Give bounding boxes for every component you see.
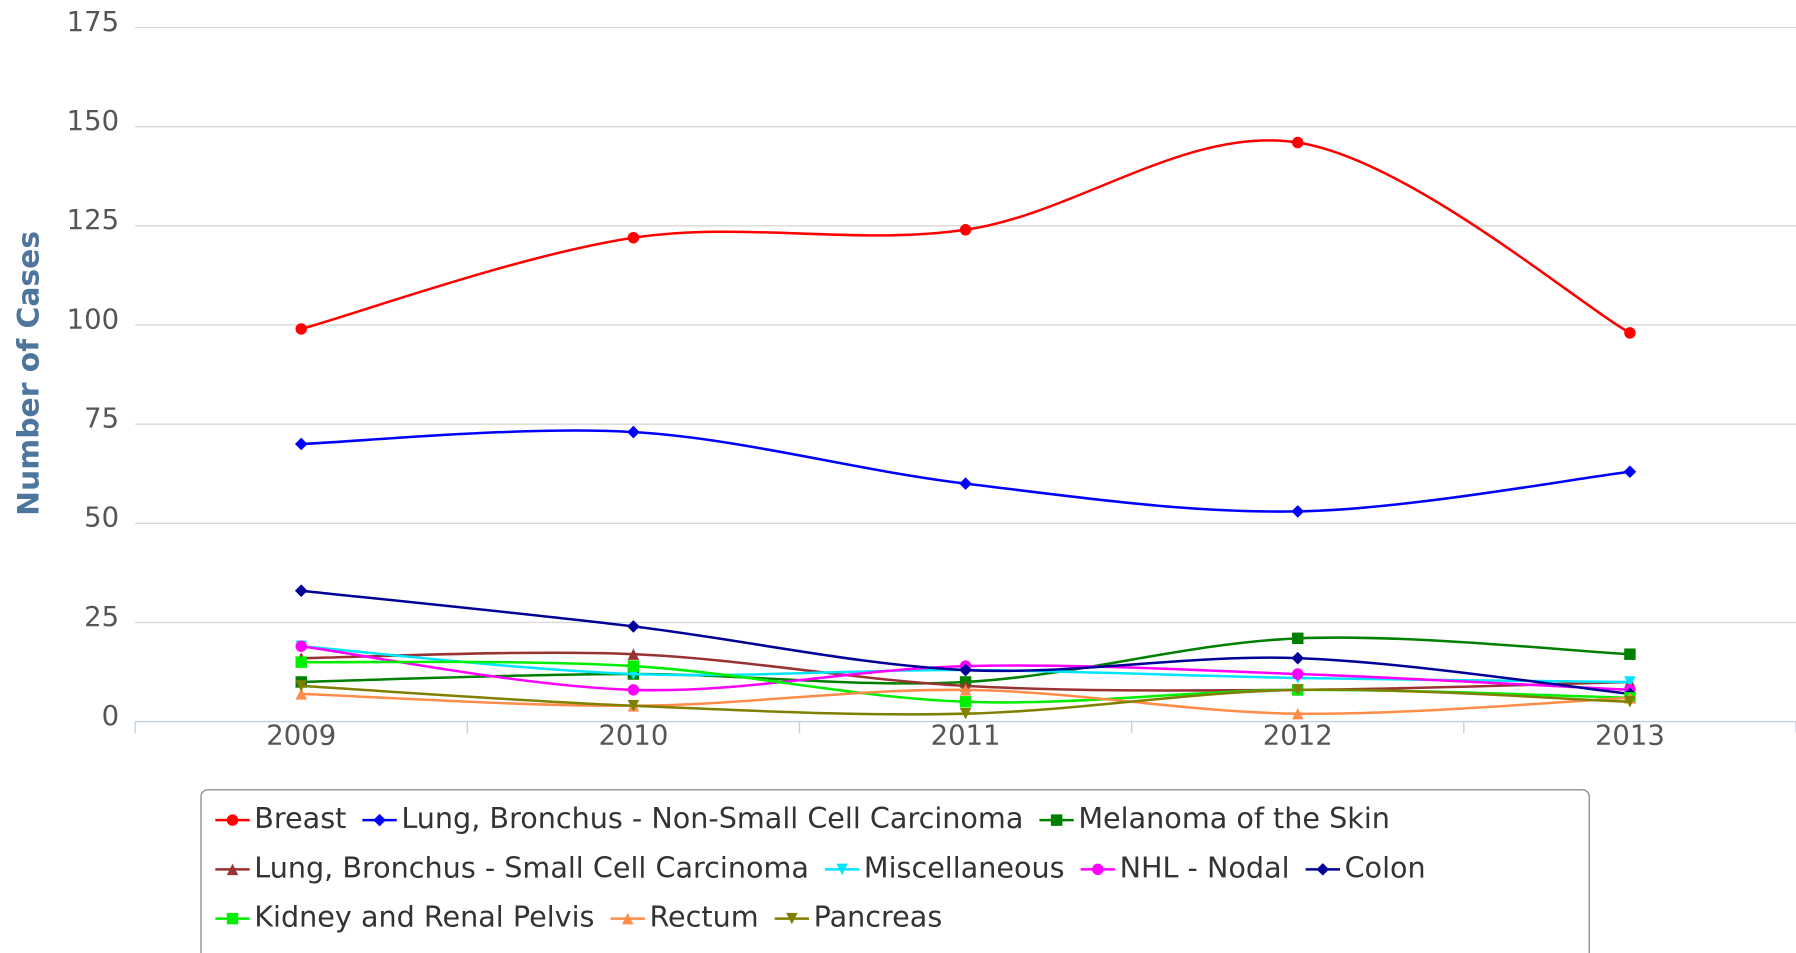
marker bbox=[295, 323, 307, 335]
plot bbox=[294, 136, 1637, 720]
legend-label: Miscellaneous bbox=[864, 850, 1065, 884]
marker bbox=[959, 224, 972, 236]
legend-item: Miscellaneous bbox=[824, 850, 1065, 884]
marker bbox=[295, 680, 307, 692]
legend-item: Pancreas bbox=[774, 900, 943, 934]
marker bbox=[1291, 651, 1305, 665]
marker bbox=[836, 863, 848, 876]
legend-item: NHL - Nodal bbox=[1080, 850, 1290, 884]
marker bbox=[295, 656, 307, 668]
marker bbox=[294, 584, 308, 598]
marker bbox=[226, 912, 239, 925]
y-tick-label: 75 bbox=[84, 403, 119, 435]
marker bbox=[226, 814, 239, 826]
series-line bbox=[300, 139, 1631, 335]
marker bbox=[1292, 136, 1304, 149]
marker bbox=[959, 707, 972, 720]
marker bbox=[1292, 684, 1304, 696]
y-tick-label: 125 bbox=[67, 204, 119, 236]
marker bbox=[627, 684, 640, 696]
marker bbox=[1092, 863, 1104, 876]
marker bbox=[1624, 648, 1636, 660]
legend-label: Rectum bbox=[649, 900, 758, 934]
legend-item: Breast bbox=[215, 801, 346, 835]
legend-item: Melanoma of the Skin bbox=[1039, 801, 1390, 835]
x-tick-label: 2011 bbox=[931, 720, 1001, 752]
marker bbox=[295, 688, 307, 700]
marker bbox=[627, 425, 640, 439]
legend-label: Lung, Bronchus - Small Cell Carcinoma bbox=[254, 850, 809, 884]
marker bbox=[1292, 707, 1304, 720]
marker bbox=[959, 477, 972, 490]
marker bbox=[959, 696, 972, 708]
marker bbox=[1624, 696, 1636, 708]
legend-label: Colon bbox=[1345, 850, 1426, 884]
grid bbox=[134, 26, 1796, 734]
legend-item: Kidney and Renal Pelvis bbox=[215, 900, 594, 934]
legend-label: Pancreas bbox=[814, 900, 943, 934]
legend-label: NHL - Nodal bbox=[1120, 850, 1290, 884]
x-tick-label: 2013 bbox=[1595, 720, 1665, 752]
marker bbox=[1623, 465, 1637, 479]
y-tick-label: 0 bbox=[102, 700, 119, 732]
marker bbox=[627, 700, 640, 712]
legend-item: Lung, Bronchus - Non-Small Cell Carcinom… bbox=[362, 801, 1023, 835]
y-tick-label: 100 bbox=[67, 303, 119, 335]
legend-box bbox=[200, 789, 1590, 953]
x-tick-label: 2012 bbox=[1263, 720, 1333, 752]
marker bbox=[1291, 505, 1305, 518]
y-tick-label: 175 bbox=[67, 6, 119, 38]
legend-item: Colon bbox=[1305, 850, 1426, 884]
marker bbox=[1050, 814, 1063, 826]
marker bbox=[226, 863, 239, 876]
y-axis-title: Number of Cases bbox=[11, 231, 46, 516]
y-tick-label: 50 bbox=[84, 502, 119, 534]
legend-label: Kidney and Renal Pelvis bbox=[254, 900, 594, 934]
marker bbox=[1624, 676, 1636, 688]
x-tick-label: 2009 bbox=[266, 720, 336, 752]
legend-label: Breast bbox=[254, 801, 346, 835]
legend-item: Lung, Bronchus - Small Cell Carcinoma bbox=[215, 850, 809, 884]
legend-item: Rectum bbox=[610, 900, 759, 934]
y-tick-label: 25 bbox=[84, 601, 119, 633]
x-tick-label: 2010 bbox=[598, 720, 668, 752]
marker bbox=[959, 684, 972, 696]
marker bbox=[1292, 668, 1304, 680]
legend-label: Lung, Bronchus - Non-Small Cell Carcinom… bbox=[401, 801, 1023, 835]
marker bbox=[786, 912, 798, 925]
marker bbox=[621, 912, 634, 925]
marker bbox=[1316, 863, 1330, 876]
marker bbox=[627, 660, 640, 672]
marker bbox=[627, 648, 640, 660]
y-tick-label: 150 bbox=[67, 105, 119, 137]
marker bbox=[294, 437, 308, 451]
legend-label: Melanoma of the Skin bbox=[1078, 801, 1390, 835]
marker bbox=[627, 231, 640, 244]
marker bbox=[295, 640, 307, 652]
marker bbox=[1624, 327, 1636, 339]
legend: Breast Lung, Bronchus - Non-Small Cell Ca… bbox=[215, 801, 1426, 934]
series-line bbox=[301, 429, 1631, 513]
marker bbox=[1292, 632, 1304, 645]
